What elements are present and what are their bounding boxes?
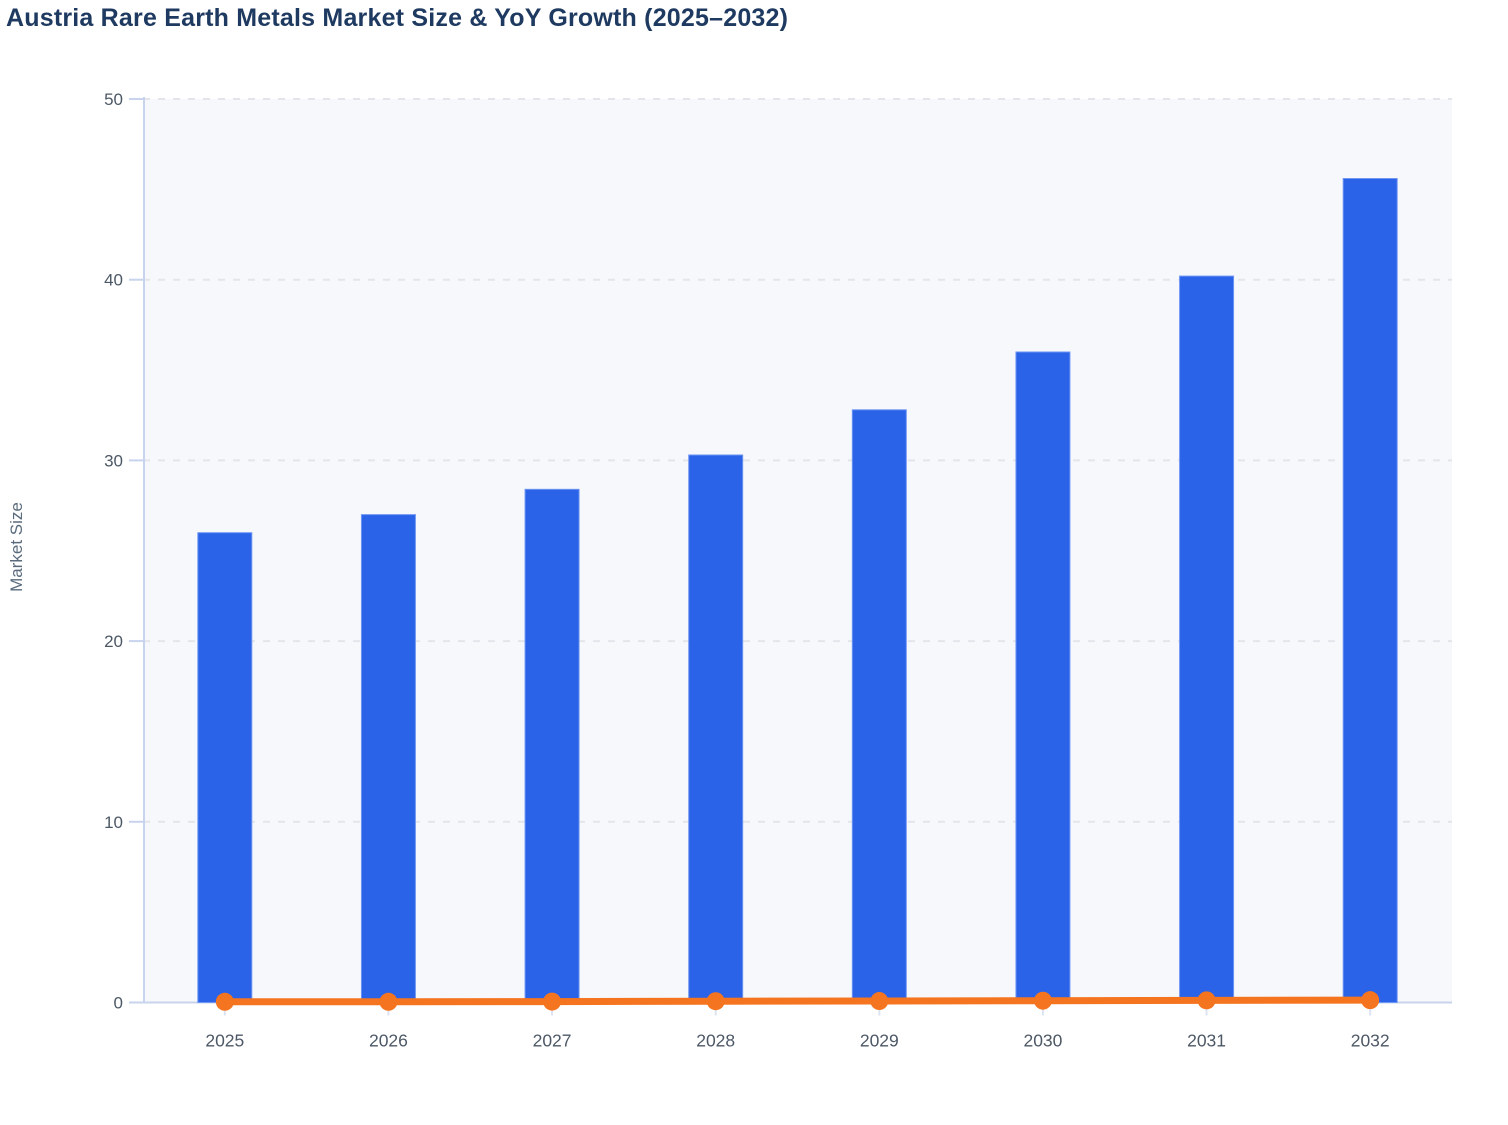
bar-2026 [360,514,416,1003]
bar-2032 [1342,178,1398,1003]
x-tick-label-2032: 2032 [1351,1031,1390,1051]
bar-2030 [1015,351,1071,1004]
plot-background [143,99,1452,1003]
x-tick-label-2028: 2028 [696,1031,735,1051]
x-tick-label-2026: 2026 [369,1031,408,1051]
bar-2028 [688,454,744,1003]
yoy-growth-marker-2031 [1197,991,1216,1010]
bar-2027 [524,488,580,1003]
bar-2031 [1179,275,1235,1003]
yoy-growth-marker-2027 [543,992,562,1011]
yoy-growth-marker-2030 [1033,991,1052,1010]
yoy-growth-marker-2025 [215,992,234,1011]
chart-title: Austria Rare Earth Metals Market Size & … [6,4,789,32]
yoy-growth-marker-2032 [1361,991,1380,1010]
y-tick-label-50: 50 [104,90,123,109]
x-tick-label-2027: 2027 [533,1031,572,1051]
y-axis-title: Market Size [7,502,26,592]
y-tick-label-20: 20 [104,632,123,651]
bar-2025 [197,532,253,1003]
y-tick-label-0: 0 [114,994,123,1013]
x-tick-label-2030: 2030 [1023,1031,1062,1051]
yoy-growth-marker-2029 [870,992,889,1011]
bar-2029 [851,409,907,1003]
y-tick-label-10: 10 [104,813,123,832]
y-tick-label-40: 40 [104,271,123,290]
y-tick-label-30: 30 [104,451,123,470]
x-tick-label-2025: 2025 [205,1031,244,1051]
yoy-growth-marker-2028 [706,992,725,1011]
yoy-growth-line [221,996,1374,1006]
yoy-growth-marker-2026 [379,992,398,1011]
x-tick-label-2029: 2029 [860,1031,899,1051]
x-tick-label-2031: 2031 [1187,1031,1226,1051]
